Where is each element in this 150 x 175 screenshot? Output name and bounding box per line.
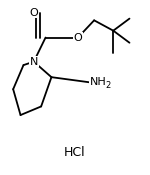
Text: O: O [74,33,82,43]
Text: NH: NH [90,77,106,87]
Text: HCl: HCl [64,146,86,159]
Text: N: N [30,57,38,67]
Text: 2: 2 [105,81,110,90]
Text: O: O [29,8,38,18]
